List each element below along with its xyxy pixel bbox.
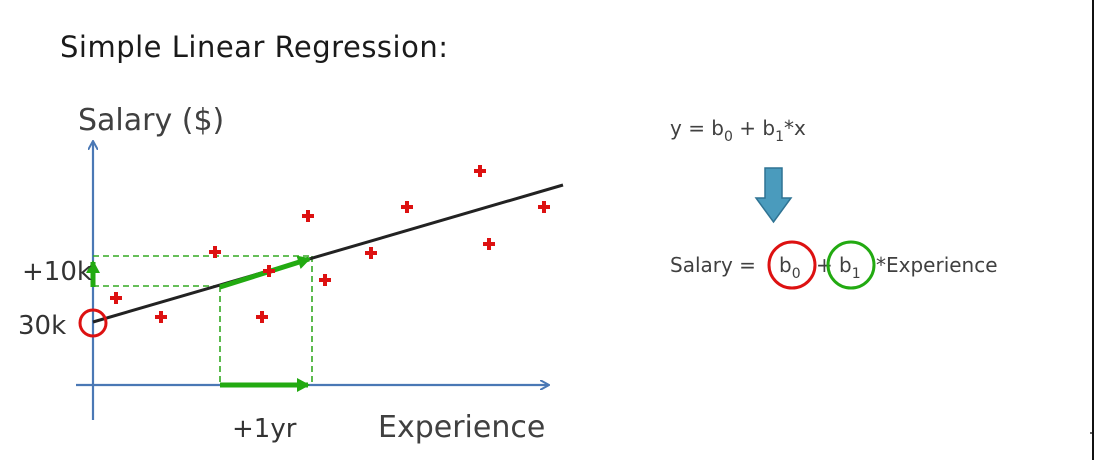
data-point bbox=[319, 274, 331, 286]
equation-salary-b1: b1 bbox=[839, 253, 861, 282]
equation-general-lhs: y = b bbox=[670, 116, 724, 140]
data-point bbox=[483, 238, 495, 250]
b1-circle bbox=[826, 240, 876, 290]
dashed-guides bbox=[93, 255, 313, 385]
intercept-label: 30k bbox=[18, 311, 66, 341]
data-point bbox=[302, 210, 314, 222]
equation-general-b1-sub: 1 bbox=[775, 129, 784, 145]
data-point bbox=[474, 165, 486, 177]
y-axis-label: Salary ($) bbox=[78, 103, 224, 138]
equation-salary-b1-sub: 1 bbox=[852, 266, 861, 282]
data-point bbox=[263, 265, 275, 277]
slide-title: Simple Linear Regression: bbox=[60, 30, 449, 64]
equation-salary-b0-sub: 0 bbox=[792, 266, 801, 282]
equation-general: y = b0 + b1*x bbox=[670, 116, 806, 145]
rise-label: +10k bbox=[22, 257, 92, 287]
down-arrow-icon bbox=[754, 167, 793, 224]
data-point bbox=[110, 292, 122, 304]
corner-dot bbox=[1090, 432, 1092, 434]
equation-salary-b0-letter: b bbox=[779, 253, 792, 277]
data-point bbox=[401, 201, 413, 213]
data-point bbox=[155, 311, 167, 323]
right-edge-border bbox=[1092, 0, 1094, 460]
x-axis-label: Experience bbox=[378, 410, 545, 445]
data-point bbox=[256, 311, 268, 323]
equation-salary-lhs: Salary = bbox=[670, 253, 756, 277]
equation-general-tail: *x bbox=[784, 116, 806, 140]
data-point bbox=[538, 201, 550, 213]
intercept-circle bbox=[78, 308, 108, 338]
equation-salary-b1-letter: b bbox=[839, 253, 852, 277]
regression-line bbox=[92, 183, 564, 324]
run-label: +1yr bbox=[232, 414, 297, 444]
data-point bbox=[365, 247, 377, 259]
equation-general-b0-sub: 0 bbox=[724, 129, 733, 145]
equation-general-plus: + b bbox=[733, 116, 775, 140]
b0-circle bbox=[767, 240, 817, 290]
equation-salary-b0: b0 bbox=[779, 253, 801, 282]
data-point bbox=[209, 246, 221, 258]
data-points bbox=[110, 165, 550, 323]
equation-salary-tail: *Experience bbox=[876, 253, 998, 277]
